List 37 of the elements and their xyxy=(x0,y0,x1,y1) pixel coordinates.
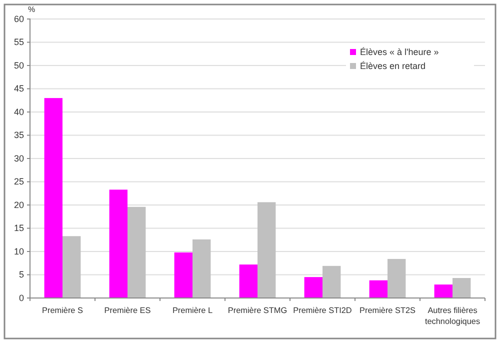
bar xyxy=(369,280,388,298)
legend-label: Élèves en retard xyxy=(360,61,426,71)
y-tick-label: 40 xyxy=(14,106,24,117)
y-tick-label: 50 xyxy=(14,60,24,70)
y-tick-label: 35 xyxy=(14,130,24,140)
bar xyxy=(192,239,211,298)
bar xyxy=(322,266,341,298)
bar xyxy=(304,277,322,298)
y-tick-label: 20 xyxy=(14,200,24,210)
y-tick-label: 60 xyxy=(14,14,24,24)
y-tick-label: 45 xyxy=(14,84,24,94)
x-tick-label: Première S xyxy=(42,306,84,315)
legend-label: Élèves « à l'heure » xyxy=(360,47,439,57)
bar xyxy=(128,206,146,298)
x-tick-label: Première ST2S xyxy=(360,306,416,315)
bar xyxy=(452,278,471,298)
y-tick-label: 30 xyxy=(14,153,24,164)
x-tick-label: Première STMG xyxy=(228,306,288,315)
y-tick-label: 5 xyxy=(18,270,24,280)
bar xyxy=(174,252,192,298)
bar xyxy=(239,264,258,298)
y-tick-label: 25 xyxy=(14,176,24,187)
y-axis-title: % xyxy=(28,5,36,14)
y-tick-label: 10 xyxy=(14,246,24,256)
bar xyxy=(388,258,406,298)
x-tick-label: Première STI2D xyxy=(293,306,352,315)
x-tick-label: Première ES xyxy=(104,306,152,315)
bar xyxy=(62,236,81,298)
y-tick-label: 0 xyxy=(18,292,24,303)
bar xyxy=(44,98,62,298)
bar xyxy=(258,202,276,298)
bar xyxy=(109,190,128,298)
bar xyxy=(434,284,452,298)
x-tick-label: Autres filières technologiques xyxy=(424,306,480,326)
x-tick-label: Première L xyxy=(172,306,213,315)
y-tick-label: 15 xyxy=(14,223,24,234)
y-tick-label: 55 xyxy=(14,37,24,48)
